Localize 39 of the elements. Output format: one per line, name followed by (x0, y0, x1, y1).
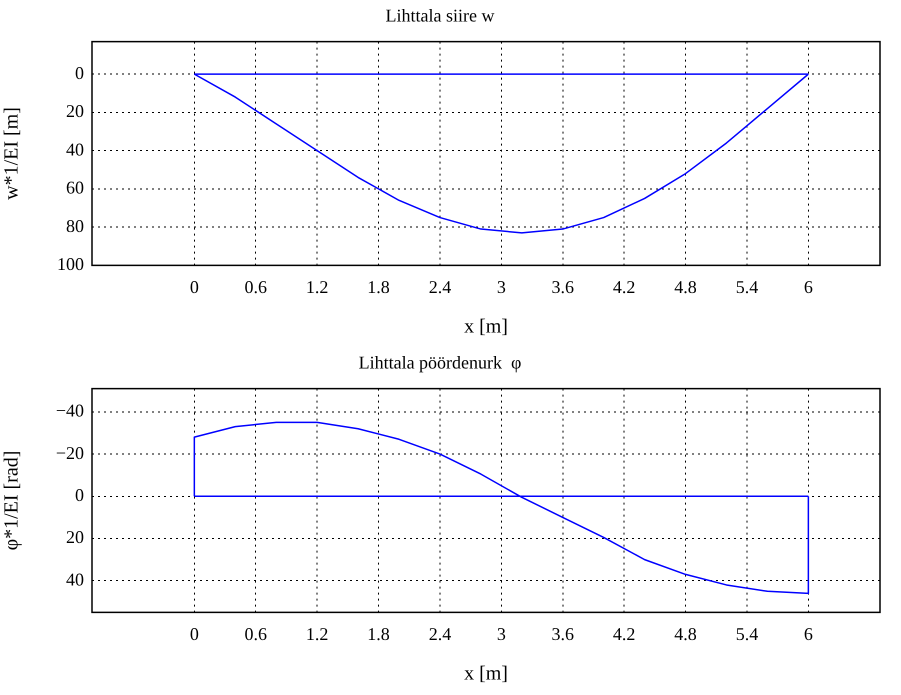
x-axis-title: x [m] (464, 662, 508, 684)
x-tick-label: 4.2 (612, 624, 636, 644)
y-tick-label: 60 (66, 178, 84, 198)
x-tick-label: 2.4 (428, 276, 452, 297)
y-tick-label: 40 (66, 139, 84, 160)
x-tick-label: 3.6 (552, 624, 574, 644)
x-tick-label: 0.6 (244, 624, 267, 644)
x-tick-label: 1.8 (367, 276, 390, 297)
y-tick-label: −20 (56, 442, 84, 463)
y-tick-label: 0 (75, 485, 84, 506)
y-tick-label: −40 (56, 400, 84, 421)
x-tick-label: 0 (190, 276, 199, 297)
x-tick-label: 3.6 (552, 276, 574, 297)
x-tick-label: 1.2 (306, 276, 328, 297)
x-tick-label: 5.4 (736, 624, 758, 644)
x-tick-label: 3 (496, 276, 506, 297)
x-tick-label: 6 (804, 624, 813, 644)
y-axis-title: w*1/EI [m] (0, 107, 22, 200)
x-tick-label: 3 (496, 624, 506, 644)
x-tick-label: 4.2 (612, 276, 636, 297)
chart-title: Lihttala pöördenurk φ (358, 352, 522, 373)
y-tick-label: 0 (75, 62, 84, 83)
x-tick-label: 5.4 (736, 276, 758, 297)
x-tick-label: 2.4 (428, 624, 452, 644)
x-tick-label: 0.6 (244, 276, 267, 297)
x-tick-label: 4.8 (674, 276, 697, 297)
x-tick-label: 6 (804, 276, 813, 297)
x-tick-label: 1.8 (367, 624, 390, 644)
y-tick-label: 20 (66, 527, 84, 548)
y-axis-title: φ*1/EI [rad] (0, 450, 22, 550)
y-tick-label: 80 (66, 216, 84, 236)
x-tick-label: 1.2 (306, 624, 328, 644)
x-tick-label: 0 (190, 624, 199, 644)
chart-title: Lihttala siire w (386, 6, 494, 26)
x-axis-title: x [m] (464, 315, 508, 338)
x-tick-label: 4.8 (674, 624, 697, 644)
y-tick-label: 100 (57, 254, 84, 274)
y-tick-label: 20 (66, 101, 84, 122)
y-tick-label: 40 (66, 569, 84, 590)
